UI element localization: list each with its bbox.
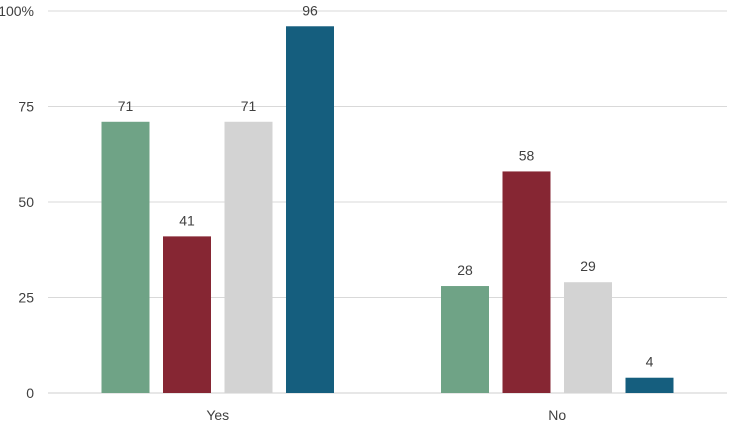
data-label: 96 bbox=[302, 2, 318, 18]
data-label: 71 bbox=[118, 98, 134, 114]
data-label: 41 bbox=[179, 212, 195, 228]
bar-no-series-3 bbox=[564, 282, 612, 393]
data-label: 28 bbox=[457, 262, 473, 278]
data-label: 71 bbox=[241, 98, 257, 114]
y-tick-label: 0 bbox=[26, 385, 34, 401]
y-axis-ticks: 0 25 50 75 100% bbox=[0, 3, 34, 401]
y-tick-label: 100% bbox=[0, 3, 34, 19]
data-label: 29 bbox=[580, 258, 596, 274]
bar-yes-series-4 bbox=[286, 26, 334, 394]
x-tick-label-yes: Yes bbox=[206, 407, 229, 423]
y-tick-label: 50 bbox=[18, 194, 34, 210]
bars bbox=[101, 26, 674, 394]
data-label: 58 bbox=[519, 147, 535, 163]
data-labels: 71 41 71 96 28 58 29 4 bbox=[118, 2, 654, 369]
x-tick-label-no: No bbox=[548, 407, 566, 423]
y-tick-label: 25 bbox=[18, 290, 34, 306]
bar-no-series-4 bbox=[625, 377, 674, 393]
gridlines bbox=[48, 10, 727, 394]
bar-yes-series-3 bbox=[224, 121, 273, 393]
bar-yes-series-1 bbox=[101, 121, 150, 393]
data-label: 4 bbox=[646, 354, 654, 370]
bar-no-series-2 bbox=[502, 171, 551, 393]
bar-yes-series-2 bbox=[163, 236, 211, 393]
bar-no-series-1 bbox=[441, 286, 489, 393]
x-axis-ticks: Yes No bbox=[206, 407, 566, 423]
y-tick-label: 75 bbox=[18, 99, 34, 115]
